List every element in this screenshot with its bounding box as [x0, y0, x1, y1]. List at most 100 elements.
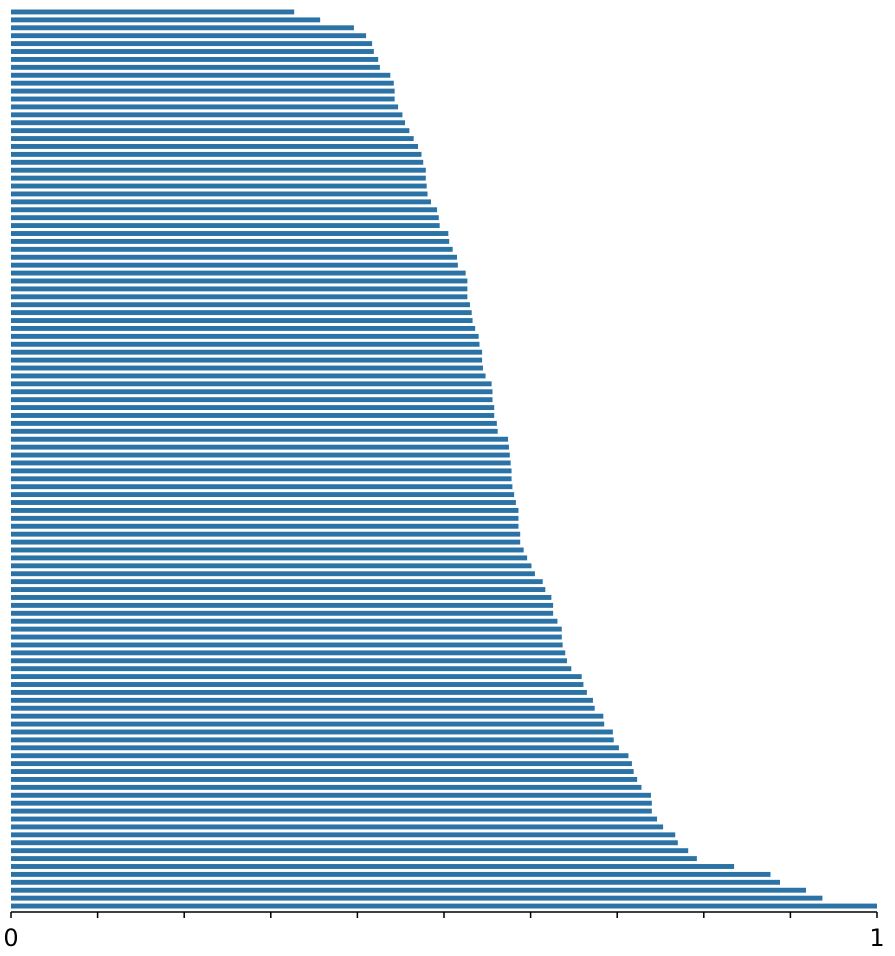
bar	[11, 555, 528, 561]
bar	[11, 579, 543, 585]
bar	[11, 72, 391, 78]
bar	[11, 365, 483, 371]
bar	[11, 856, 697, 862]
bar	[11, 175, 426, 181]
bar	[11, 231, 449, 236]
bar	[11, 808, 652, 814]
x-tick-label: 1	[869, 924, 884, 952]
bar	[11, 128, 410, 134]
bar	[11, 397, 493, 403]
bar	[11, 784, 642, 790]
bar	[11, 49, 374, 54]
bar	[11, 341, 480, 347]
bar	[11, 278, 468, 284]
bar	[11, 144, 419, 149]
bar	[11, 207, 438, 213]
bar	[11, 682, 584, 687]
bar	[11, 500, 516, 505]
bar	[11, 650, 566, 656]
bar	[11, 191, 428, 197]
bar	[11, 697, 593, 703]
bar	[11, 729, 613, 735]
bar	[11, 721, 605, 727]
bar	[11, 159, 424, 165]
bar	[11, 602, 554, 608]
bar	[11, 9, 295, 15]
bar	[11, 318, 473, 323]
bar	[11, 776, 638, 782]
bar	[11, 215, 439, 221]
bar	[11, 444, 509, 450]
bar	[11, 246, 453, 252]
bar	[11, 17, 321, 23]
bar	[11, 832, 676, 838]
bar	[11, 824, 664, 830]
bar	[11, 523, 519, 529]
bar	[11, 33, 367, 39]
bar	[11, 642, 563, 648]
bar	[11, 357, 483, 363]
bar	[11, 674, 582, 680]
bar	[11, 254, 457, 260]
bar	[11, 136, 414, 142]
bar	[11, 769, 634, 774]
bar	[11, 571, 535, 577]
bar	[11, 96, 395, 102]
bar	[11, 310, 472, 316]
bar	[11, 167, 426, 173]
bar	[11, 120, 406, 126]
bar	[11, 56, 379, 62]
bar	[11, 595, 552, 600]
bar	[11, 879, 781, 885]
bar	[11, 389, 493, 395]
bar	[11, 262, 458, 268]
bar	[11, 452, 510, 458]
bar	[11, 80, 394, 86]
bar	[11, 104, 399, 110]
bar	[11, 64, 380, 70]
bar	[11, 468, 512, 474]
bar	[11, 436, 509, 442]
bar	[11, 618, 558, 624]
bar	[11, 238, 450, 244]
x-tick-label: 0	[3, 924, 18, 952]
bar	[11, 626, 562, 632]
bar	[11, 199, 432, 205]
bar	[11, 183, 427, 189]
bar	[11, 848, 689, 854]
bar	[11, 349, 483, 355]
bar	[11, 634, 562, 640]
bar	[11, 871, 771, 877]
bar	[11, 88, 395, 94]
bar	[11, 270, 466, 276]
bar	[11, 484, 513, 490]
bar	[11, 800, 652, 806]
bar	[11, 413, 495, 418]
bar	[11, 547, 524, 553]
bar	[11, 903, 877, 909]
bar	[11, 286, 468, 292]
bar	[11, 294, 468, 300]
bar	[11, 531, 521, 537]
bar	[11, 689, 587, 695]
bar	[11, 420, 497, 426]
bar	[11, 507, 519, 513]
bar	[11, 381, 492, 387]
bar	[11, 492, 515, 498]
bar	[11, 515, 519, 521]
bar	[11, 610, 554, 616]
bar	[11, 887, 806, 893]
bar	[11, 25, 354, 31]
bar	[11, 476, 512, 482]
bar	[11, 895, 823, 901]
bar	[11, 705, 595, 711]
bar	[11, 587, 546, 593]
bar	[11, 333, 479, 339]
bar	[11, 539, 521, 545]
bar	[11, 325, 476, 331]
bar	[11, 428, 498, 434]
bar	[11, 563, 532, 569]
